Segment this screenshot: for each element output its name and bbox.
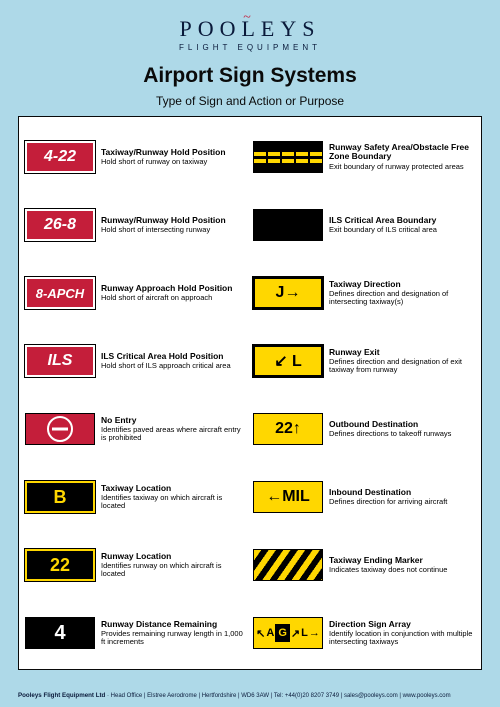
sign-row: 8-APCH Runway Approach Hold PositionHold … [25, 261, 247, 325]
sign-description: Runway Approach Hold PositionHold short … [101, 284, 247, 303]
sign-text: Identifies runway on which aircraft is l… [101, 562, 247, 579]
sign-text: Hold short of aircraft on approach [101, 294, 247, 302]
sign-text: Exit boundary of ILS critical area [329, 226, 475, 234]
sign-description: Outbound DestinationDefines directions t… [329, 420, 475, 439]
sign [253, 209, 323, 241]
sign-description: Taxiway/Runway Hold PositionHold short o… [101, 148, 247, 167]
sign-description: Taxiway Ending MarkerIndicates taxiway d… [329, 556, 475, 575]
sign-text: Provides remaining runway length in 1,00… [101, 630, 247, 647]
bird-icon: ~ [243, 10, 257, 26]
sign-row: No EntryIdentifies paved areas where air… [25, 397, 247, 461]
logo: ~ POOLEYS FLIGHT EQUIPMENT [18, 16, 482, 52]
sign: ↖AG↗L→ [253, 617, 323, 649]
sign-title: Outbound Destination [329, 420, 475, 429]
sign-row: 22↑ Outbound DestinationDefines direction… [253, 397, 475, 461]
brand-name: ~ POOLEYS [179, 16, 320, 42]
sign-text: Exit boundary of runway protected areas [329, 163, 475, 171]
page-title: Airport Sign Systems [18, 64, 482, 88]
sign-row: Taxiway Ending MarkerIndicates taxiway d… [253, 533, 475, 597]
sign [253, 141, 323, 173]
sign: ←MIL [253, 481, 323, 513]
sign-title: ILS Critical Area Boundary [329, 216, 475, 225]
footer: Pooleys Flight Equipment Ltd · Head Offi… [18, 692, 482, 699]
sign-row: ILS Critical Area BoundaryExit boundary … [253, 193, 475, 257]
sign [253, 549, 323, 581]
sign: 4-22 [25, 141, 95, 173]
sign-row: BTaxiway LocationIdentifies taxiway on w… [25, 465, 247, 529]
sign: 22 [25, 549, 95, 581]
sign-title: Runway Safety Area/Obstacle Free Zone Bo… [329, 143, 475, 162]
sign-text: Defines directions to takeoff runways [329, 430, 475, 438]
sign-description: No EntryIdentifies paved areas where air… [101, 416, 247, 443]
sign-description: Runway/Runway Hold PositionHold short of… [101, 216, 247, 235]
sign: B [25, 481, 95, 513]
sign-row: 26-8 Runway/Runway Hold PositionHold shor… [25, 193, 247, 257]
footer-rest: · Head Office | Elstree Aerodrome | Hert… [105, 693, 450, 699]
brand-tagline: FLIGHT EQUIPMENT [18, 43, 482, 52]
sign: J→ [253, 277, 323, 309]
sign-text: Hold short of intersecting runway [101, 226, 247, 234]
sign-title: Runway Distance Remaining [101, 620, 247, 629]
sign-description: Taxiway LocationIdentifies taxiway on wh… [101, 484, 247, 511]
sign-text: Indicates taxiway does not continue [329, 566, 475, 574]
sign-description: Runway Safety Area/Obstacle Free Zone Bo… [329, 143, 475, 171]
sign-description: Inbound DestinationDefines direction for… [329, 488, 475, 507]
sign-description: Direction Sign ArrayIdentify location in… [329, 620, 475, 647]
sign-row: ILS ILS Critical Area Hold PositionHold s… [25, 329, 247, 393]
sign-title: Runway/Runway Hold Position [101, 216, 247, 225]
sign-text: Defines direction and designation of int… [329, 290, 475, 307]
sign-description: ILS Critical Area BoundaryExit boundary … [329, 216, 475, 235]
sign-title: Taxiway Location [101, 484, 247, 493]
right-column: Runway Safety Area/Obstacle Free Zone Bo… [253, 125, 475, 665]
footer-company: Pooleys Flight Equipment Ltd [18, 692, 105, 699]
sign: ILS [25, 345, 95, 377]
sign-title: No Entry [101, 416, 247, 425]
sign-row: ↙ LRunway ExitDefines direction and desi… [253, 329, 475, 393]
sign-row: Runway Safety Area/Obstacle Free Zone Bo… [253, 125, 475, 189]
sign-text: Defines direction for arriving aircraft [329, 498, 475, 506]
sign-text: Identifies taxiway on which aircraft is … [101, 494, 247, 511]
left-column: 4-22Taxiway/Runway Hold PositionHold sho… [25, 125, 247, 665]
sign-description: Runway Distance RemainingProvides remain… [101, 620, 247, 647]
sign-text: Hold short of runway on taxiway [101, 158, 247, 166]
sign-row: ←MIL Inbound DestinationDefines direction… [253, 465, 475, 529]
sign-row: J→Taxiway DirectionDefines direction and… [253, 261, 475, 325]
sign: 4 [25, 617, 95, 649]
sign-title: Taxiway Direction [329, 280, 475, 289]
sign-description: Runway ExitDefines direction and designa… [329, 348, 475, 375]
sign-description: Taxiway DirectionDefines direction and d… [329, 280, 475, 307]
sign: 8-APCH [25, 277, 95, 309]
sign-title: Taxiway Ending Marker [329, 556, 475, 565]
sign-title: ILS Critical Area Hold Position [101, 352, 247, 361]
sign-text: Identifies paved areas where aircraft en… [101, 426, 247, 443]
sign: 26-8 [25, 209, 95, 241]
sign-text: Hold short of ILS approach critical area [101, 362, 247, 370]
sign-row: 4Runway Distance RemainingProvides remai… [25, 601, 247, 665]
sign: ↙ L [253, 345, 323, 377]
sign-title: Runway Approach Hold Position [101, 284, 247, 293]
sign-title: Taxiway/Runway Hold Position [101, 148, 247, 157]
sign: 22↑ [253, 413, 323, 445]
sign-title: Inbound Destination [329, 488, 475, 497]
sign-row: 4-22 Taxiway/Runway Hold PositionHold sho… [25, 125, 247, 189]
sign-description: Runway LocationIdentifies runway on whic… [101, 552, 247, 579]
sign-title: Runway Exit [329, 348, 475, 357]
sign [25, 413, 95, 445]
sign-title: Runway Location [101, 552, 247, 561]
sign-panel: 4-22Taxiway/Runway Hold PositionHold sho… [18, 116, 482, 670]
sign-text: Defines direction and designation of exi… [329, 358, 475, 375]
sign-row: ↖AG↗L→Direction Sign ArrayIdentify locat… [253, 601, 475, 665]
sign-text: Identify location in conjunction with mu… [329, 630, 475, 647]
sign-description: ILS Critical Area Hold PositionHold shor… [101, 352, 247, 371]
sign-row: 22Runway LocationIdentifies runway on wh… [25, 533, 247, 597]
sign-title: Direction Sign Array [329, 620, 475, 629]
page-subtitle: Type of Sign and Action or Purpose [18, 94, 482, 108]
